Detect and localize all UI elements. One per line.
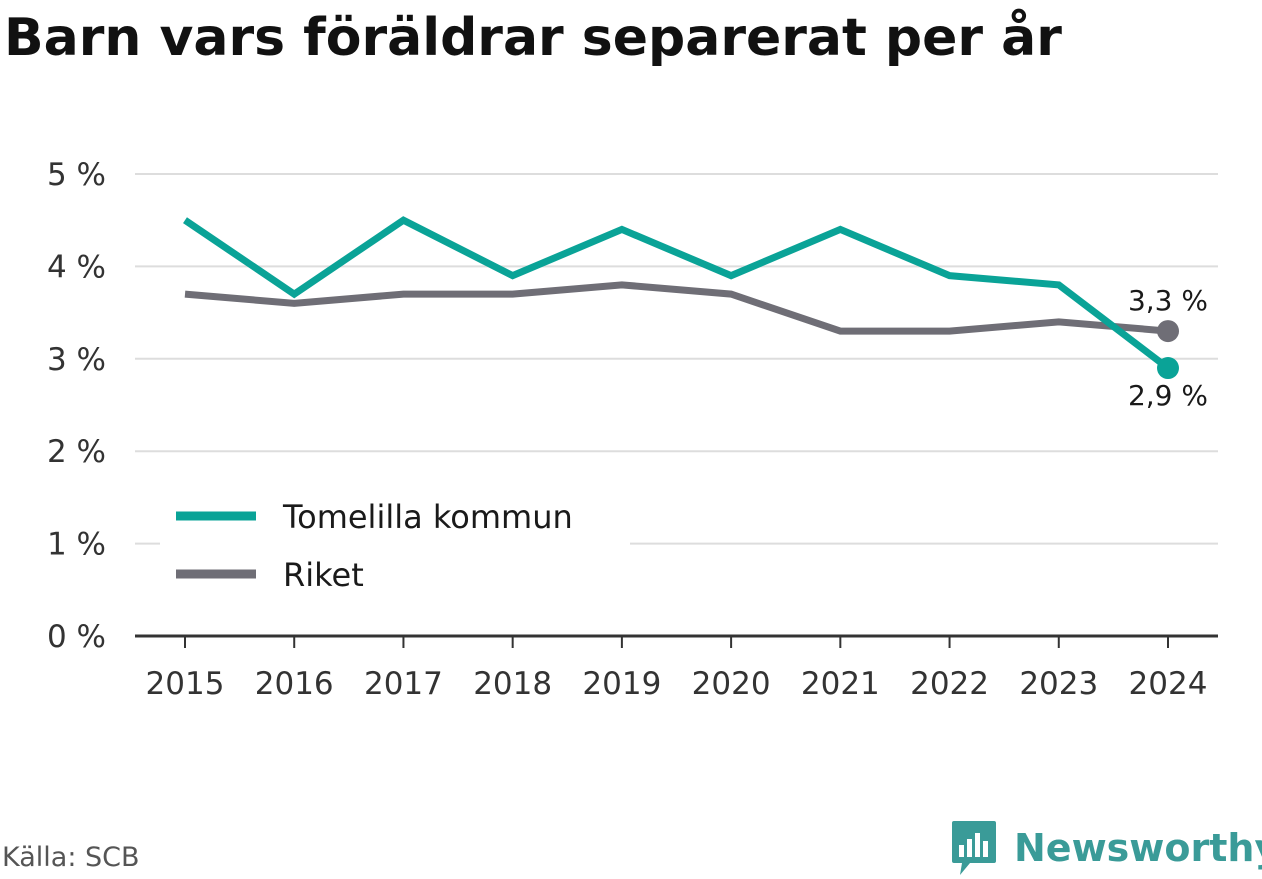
series-lines bbox=[183, 216, 1179, 380]
x-tick-label: 2020 bbox=[692, 666, 771, 702]
end-value-label: 2,9 % bbox=[1128, 379, 1208, 412]
x-tick-label: 2018 bbox=[473, 666, 552, 702]
source-note: Källa: SCB bbox=[2, 842, 140, 873]
legend-label: Tomelilla kommun bbox=[282, 498, 573, 536]
y-tick-label: 3 % bbox=[47, 342, 106, 378]
chart-title: Barn vars föräldrar separerat per år bbox=[4, 8, 1062, 68]
y-tick-label: 5 % bbox=[47, 157, 106, 193]
x-tick-label: 2016 bbox=[255, 666, 334, 702]
x-tick-label: 2019 bbox=[582, 666, 661, 702]
x-tick-label: 2023 bbox=[1019, 666, 1098, 702]
legend: Tomelilla kommun Riket bbox=[160, 490, 630, 600]
legend-label: Riket bbox=[283, 556, 364, 594]
y-tick-label: 4 % bbox=[47, 249, 106, 285]
legend-background bbox=[160, 490, 630, 600]
end-point-marker bbox=[1157, 357, 1179, 380]
x-tick-label: 2017 bbox=[364, 666, 443, 702]
x-tick-label: 2015 bbox=[146, 666, 225, 702]
end-value-label: 3,3 % bbox=[1128, 284, 1208, 317]
y-axis-tick-labels: 0 % 1 % 2 % 3 % 4 % 5 % bbox=[47, 157, 106, 655]
y-tick-label: 2 % bbox=[47, 434, 106, 470]
y-tick-label: 0 % bbox=[47, 619, 106, 655]
series-line-tomelilla bbox=[183, 216, 1171, 371]
x-axis: 2015 2016 2017 2018 2019 2020 2021 2022 2023 2024 bbox=[135, 634, 1218, 702]
brand-name: Newsworthy bbox=[1014, 826, 1262, 870]
newsworthy-logo-icon bbox=[952, 821, 996, 875]
series-line-riket bbox=[184, 281, 1169, 335]
x-tick-label: 2024 bbox=[1129, 666, 1208, 702]
brand-logo: Newsworthy bbox=[950, 818, 1262, 878]
gridlines bbox=[135, 173, 1218, 545]
x-tick-label: 2021 bbox=[801, 666, 880, 702]
end-value-labels: 2,9 % 3,3 % bbox=[1128, 284, 1208, 412]
x-tick-label: 2022 bbox=[910, 666, 989, 702]
end-point-marker bbox=[1157, 320, 1179, 343]
y-tick-label: 1 % bbox=[47, 527, 106, 563]
